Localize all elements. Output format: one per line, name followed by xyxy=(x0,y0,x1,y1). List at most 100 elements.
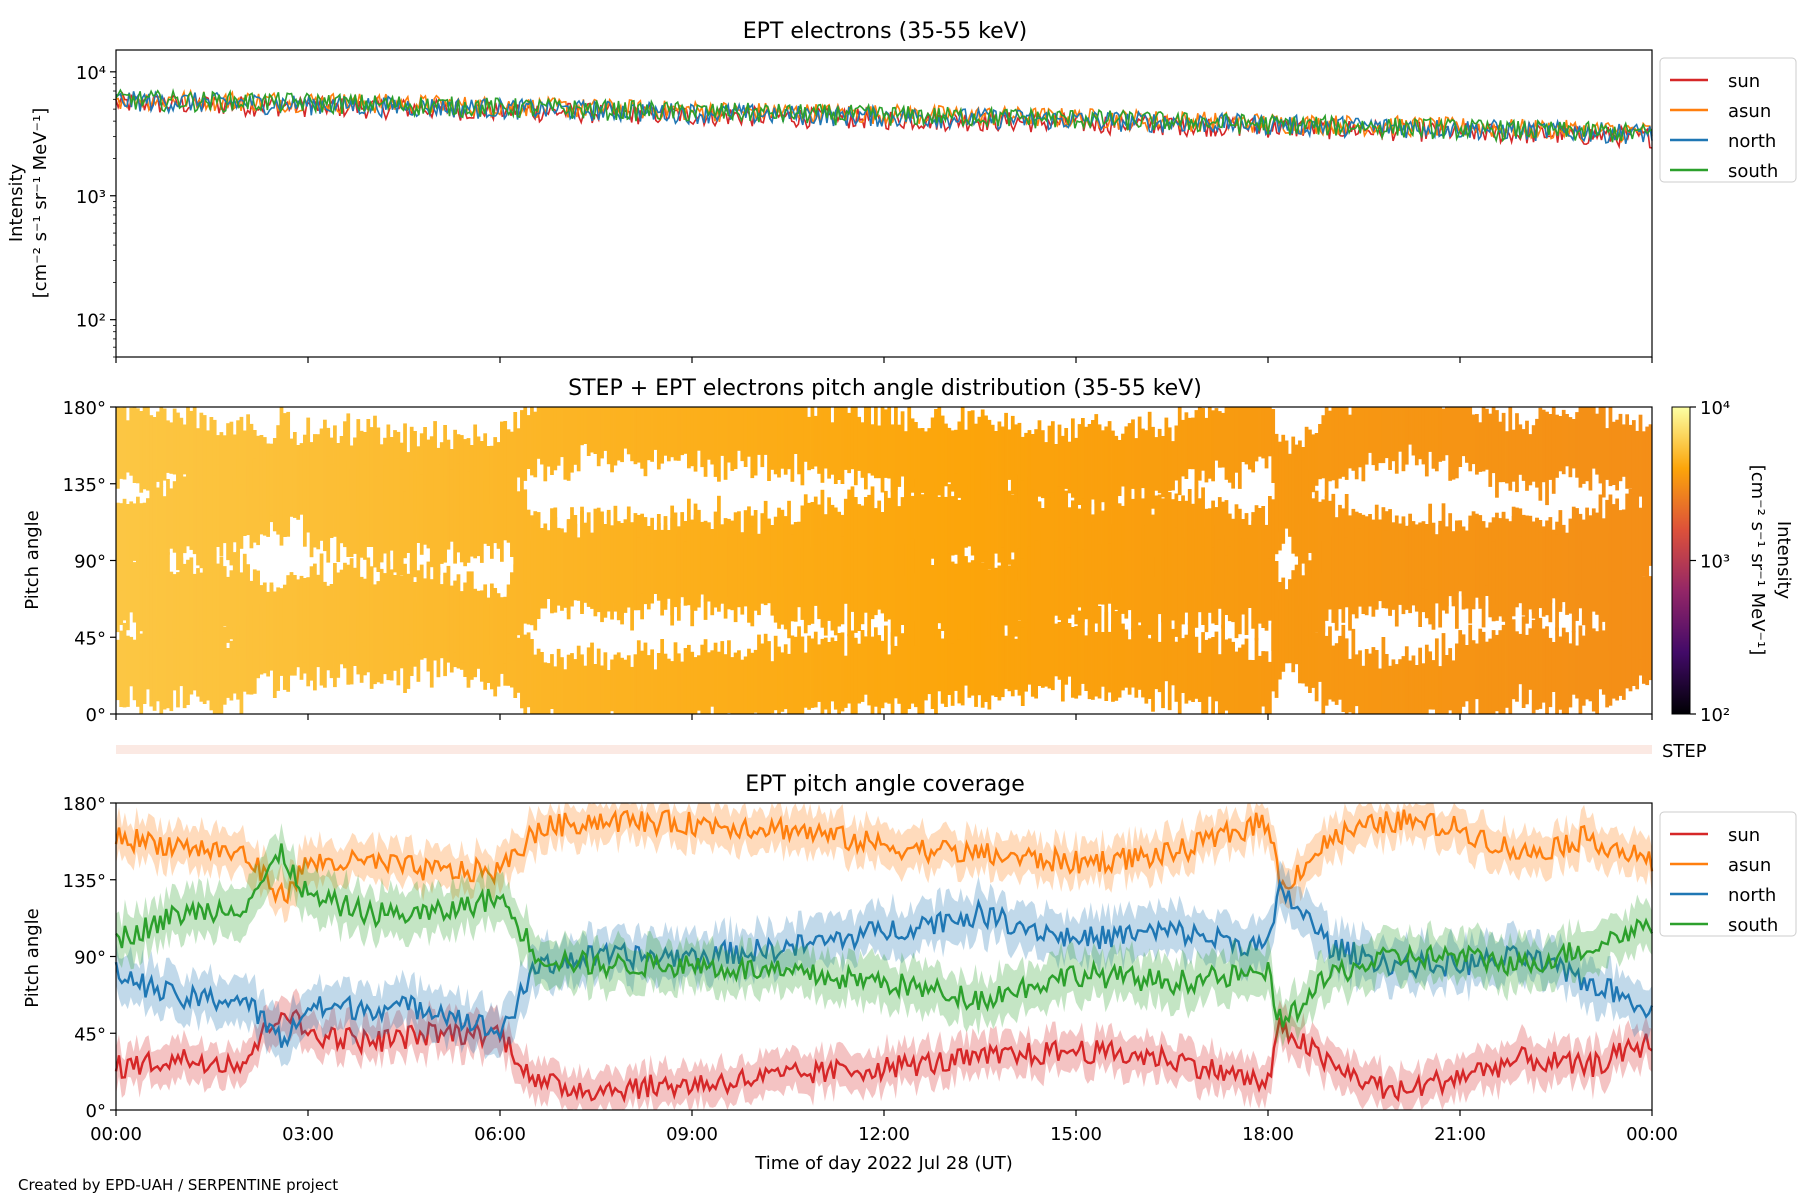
heatmap-cell xyxy=(1578,513,1583,605)
heatmap-cell xyxy=(553,666,558,714)
heatmap-cell xyxy=(152,537,157,634)
heatmap-cell xyxy=(1247,659,1252,714)
heatmap-cell xyxy=(1308,429,1312,503)
heatmap-cell xyxy=(1491,630,1496,714)
heatmap-cell xyxy=(1050,492,1055,595)
heatmap-cell xyxy=(1000,426,1005,502)
heatmap-cell xyxy=(1131,498,1135,569)
heatmap-cell xyxy=(1418,647,1422,714)
heatmap-cell xyxy=(1274,477,1279,555)
heatmap-cell xyxy=(934,535,938,639)
heatmap-cell xyxy=(229,464,234,566)
heatmap-cell xyxy=(1174,425,1179,481)
heatmap-cell xyxy=(159,546,164,644)
heatmap-cell xyxy=(256,440,260,546)
pitch-angle-coverage-panel: EPT pitch angle coverage 0°45°90°135°180… xyxy=(22,772,1797,1174)
heatmap-cell xyxy=(1428,651,1433,710)
heatmap-cell xyxy=(423,578,427,653)
heatmap-cell xyxy=(1511,429,1516,482)
heatmap-cell xyxy=(1261,407,1266,459)
heatmap-cell xyxy=(937,628,942,692)
heatmap-cell xyxy=(994,490,998,554)
heatmap-cell xyxy=(827,407,831,479)
heatmap-cell xyxy=(1241,407,1246,462)
heatmap-cell xyxy=(623,544,628,606)
heatmap-cell xyxy=(1251,407,1256,473)
heatmap-cell xyxy=(843,407,848,470)
heatmap-cell xyxy=(1040,430,1045,499)
heatmap-cell xyxy=(1137,490,1142,574)
heatmap-cell xyxy=(974,615,978,707)
xtick-label: 00:00 xyxy=(90,1124,142,1145)
heatmap-cell xyxy=(493,588,498,697)
heatmap-cell xyxy=(797,626,801,714)
heatmap-cell xyxy=(673,407,678,461)
heatmap-cell xyxy=(1595,413,1599,475)
heatmap-cell xyxy=(1341,624,1346,712)
heatmap-cell xyxy=(1037,420,1042,497)
heatmap-cell xyxy=(433,558,437,654)
heatmap-cell xyxy=(1070,418,1075,498)
xtick-label: 00:00 xyxy=(1626,1124,1678,1145)
heatmap-cell xyxy=(1458,520,1463,585)
panel3-xlabel: Time of day 2022 Jul 28 (UT) xyxy=(754,1153,1012,1174)
heatmap-cell xyxy=(242,430,247,494)
heatmap-cell xyxy=(630,522,634,631)
heatmap-cell xyxy=(1461,526,1466,597)
heatmap-cell xyxy=(763,407,768,455)
heatmap-cell xyxy=(1081,498,1085,579)
heatmap-cell xyxy=(556,527,561,596)
heatmap-cell xyxy=(292,432,297,510)
heatmap-cell xyxy=(139,503,144,561)
heatmap-cell xyxy=(1024,477,1028,587)
heatmap-cell xyxy=(1568,518,1573,584)
heatmap-cell xyxy=(262,437,267,536)
heatmap-cell xyxy=(1318,629,1322,682)
colorbar-tick-label: 10⁴ xyxy=(1700,398,1730,419)
heatmap-cell xyxy=(840,536,845,625)
heatmap-cell xyxy=(162,631,167,710)
heatmap-cell xyxy=(1087,627,1092,700)
heatmap-cell xyxy=(663,516,668,610)
heatmap-cell xyxy=(389,437,394,514)
heatmap-cell xyxy=(256,570,260,679)
heatmap-cell xyxy=(1060,499,1065,588)
heatmap-cell xyxy=(403,563,407,654)
heatmap-cell xyxy=(483,481,488,544)
heatmap-cell xyxy=(763,633,768,714)
heatmap-cell xyxy=(753,531,758,611)
heatmap-cell xyxy=(777,407,781,478)
heatmap-cell xyxy=(853,407,858,486)
heatmap-cell xyxy=(1141,428,1145,489)
heatmap-cell xyxy=(406,608,411,689)
heatmap-cell xyxy=(1471,414,1476,465)
heatmap-cell xyxy=(1104,426,1109,519)
heatmap-cell xyxy=(1081,549,1085,623)
heatmap-cell xyxy=(740,539,745,615)
heatmap-cell xyxy=(937,407,942,496)
heatmap-cell xyxy=(1121,505,1125,571)
heatmap-cell xyxy=(990,463,995,564)
heatmap-cell xyxy=(1027,487,1032,572)
heatmap-cell xyxy=(1394,664,1399,714)
heatmap-cell xyxy=(970,468,975,556)
heatmap-cell xyxy=(904,481,908,577)
panel1-frame xyxy=(115,49,1653,358)
heatmap-cell xyxy=(346,413,351,506)
heatmap-cell xyxy=(533,411,538,478)
heatmap-cell xyxy=(1408,660,1412,714)
heatmap-cell xyxy=(1398,659,1402,714)
heatmap-cell xyxy=(1214,408,1219,461)
heatmap-cell xyxy=(489,451,494,559)
heatmap-cell xyxy=(1224,555,1229,615)
heatmap-cell xyxy=(1408,513,1412,600)
heatmap-cell xyxy=(152,417,157,485)
heatmap-cell xyxy=(1254,407,1259,462)
heatmap-cell xyxy=(126,504,130,582)
heatmap-cell xyxy=(870,636,875,714)
heatmap-cell xyxy=(356,467,361,560)
heatmap-cell xyxy=(202,568,207,632)
heatmap-cell xyxy=(1077,610,1082,696)
heatmap-cell xyxy=(910,418,915,493)
heatmap-cell xyxy=(994,614,998,697)
